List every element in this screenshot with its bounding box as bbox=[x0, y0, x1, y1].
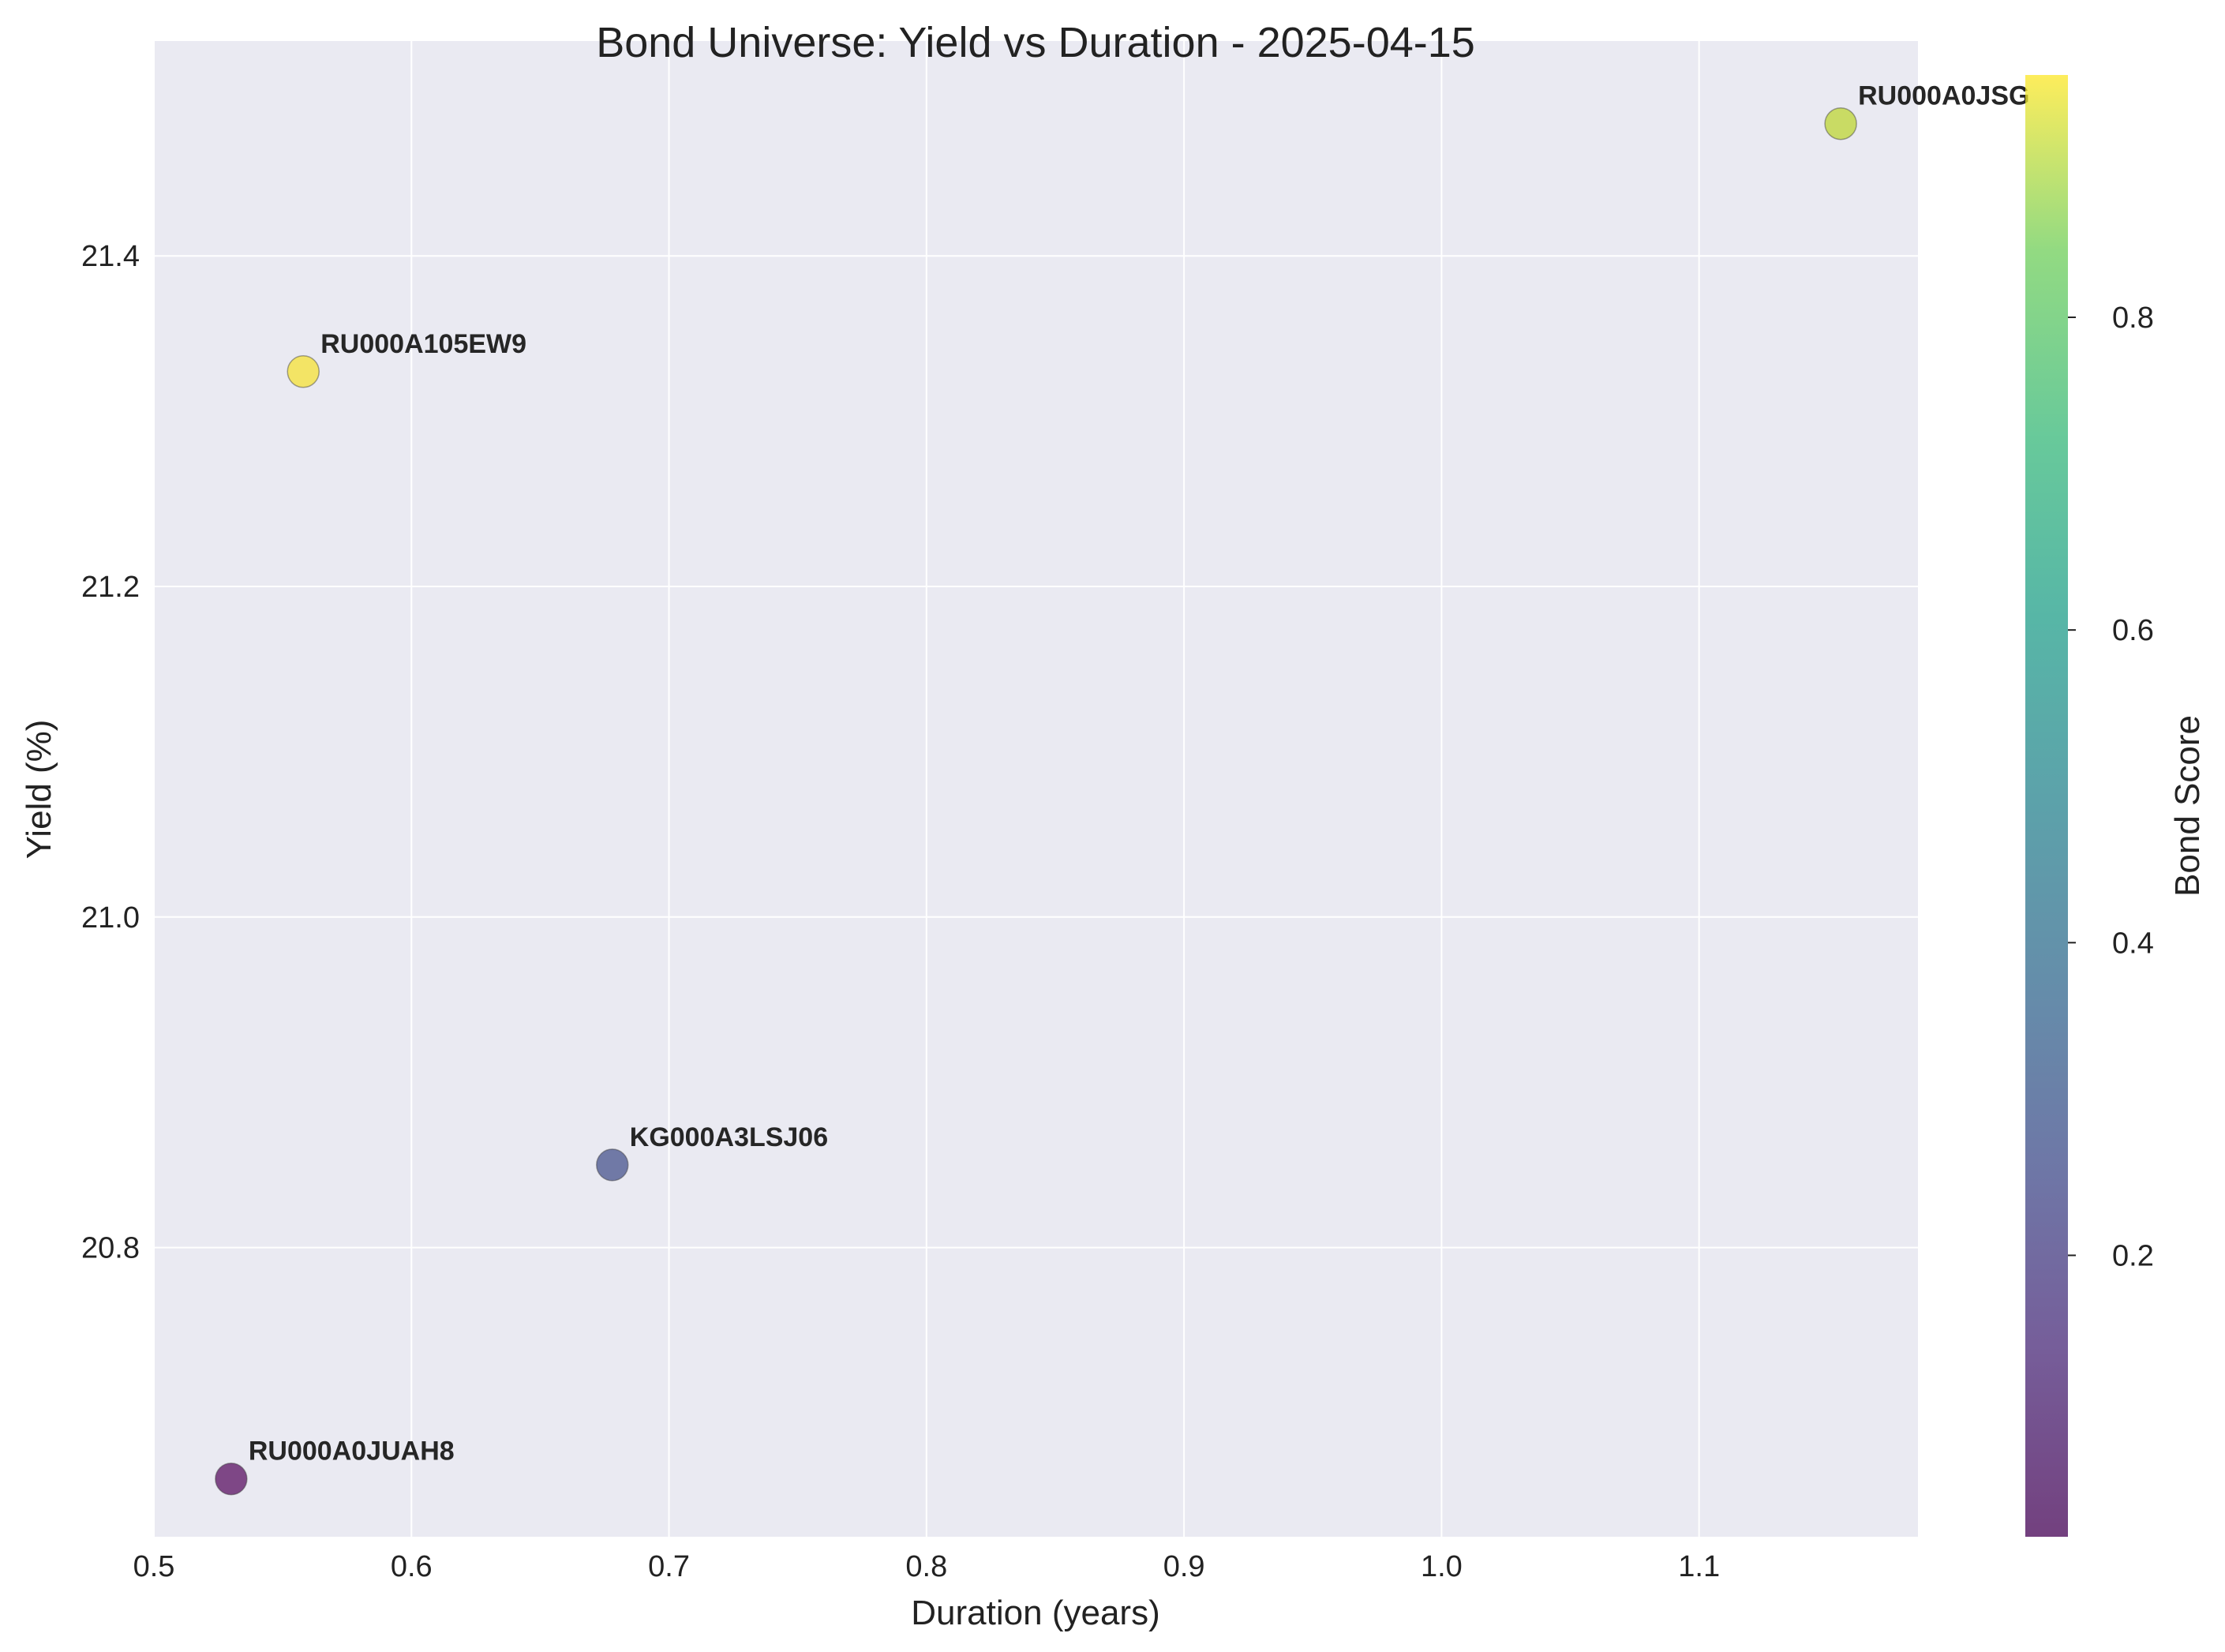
point-label: KG000A3LSJ06 bbox=[630, 1122, 828, 1152]
colorbar-tick-label: 0.2 bbox=[2112, 1239, 2154, 1272]
x-tick-label: 0.9 bbox=[1163, 1550, 1205, 1583]
colorbar-tick-label: 0.6 bbox=[2112, 614, 2154, 647]
y-axis-label: Yield (%) bbox=[20, 720, 58, 860]
y-axis-ticks: 20.8 21.0 21.2 21.4 bbox=[81, 240, 140, 1264]
x-tick-label: 0.7 bbox=[648, 1550, 690, 1583]
chart-title: Bond Universe: Yield vs Duration - 2025-… bbox=[596, 19, 1475, 66]
x-tick-label: 0.6 bbox=[391, 1550, 433, 1583]
colorbar bbox=[2025, 75, 2068, 1537]
scatter-points bbox=[215, 107, 1857, 1496]
grid-lines bbox=[153, 41, 1918, 1537]
y-tick-label: 21.0 bbox=[81, 901, 140, 935]
x-axis-ticks: 0.5 0.6 0.7 0.8 0.9 1.0 1.1 bbox=[133, 1550, 1720, 1583]
point-labels: RU000A0JUAH8 KG000A3LSJ06 RU000A105EW9 RU00… bbox=[249, 81, 2030, 1467]
y-tick-label: 21.4 bbox=[81, 240, 140, 273]
scatter-point bbox=[596, 1148, 629, 1182]
plot-area-background bbox=[154, 41, 1918, 1537]
point-label: RU000A0JUAH8 bbox=[249, 1437, 455, 1467]
x-axis-label: Duration (years) bbox=[911, 1594, 1159, 1632]
point-label: RU000A105EW9 bbox=[320, 329, 526, 359]
x-tick-label: 0.5 bbox=[133, 1550, 175, 1583]
scatter-point bbox=[215, 1462, 248, 1496]
x-tick-label: 1.0 bbox=[1421, 1550, 1463, 1583]
x-tick-label: 0.8 bbox=[905, 1550, 947, 1583]
y-tick-label: 20.8 bbox=[81, 1232, 140, 1265]
colorbar-label: Bond Score bbox=[2168, 715, 2207, 897]
colorbar-tick-label: 0.4 bbox=[2112, 927, 2154, 960]
scatter-point bbox=[1824, 107, 1857, 140]
colorbar-ticks: 0.2 0.4 0.6 0.8 bbox=[2068, 302, 2154, 1272]
scatter-point bbox=[287, 355, 320, 388]
colorbar-tick-label: 0.8 bbox=[2112, 302, 2154, 335]
point-label: RU000A0JSG bbox=[1858, 81, 2029, 111]
x-tick-label: 1.1 bbox=[1678, 1550, 1720, 1583]
y-tick-label: 21.2 bbox=[81, 571, 140, 604]
